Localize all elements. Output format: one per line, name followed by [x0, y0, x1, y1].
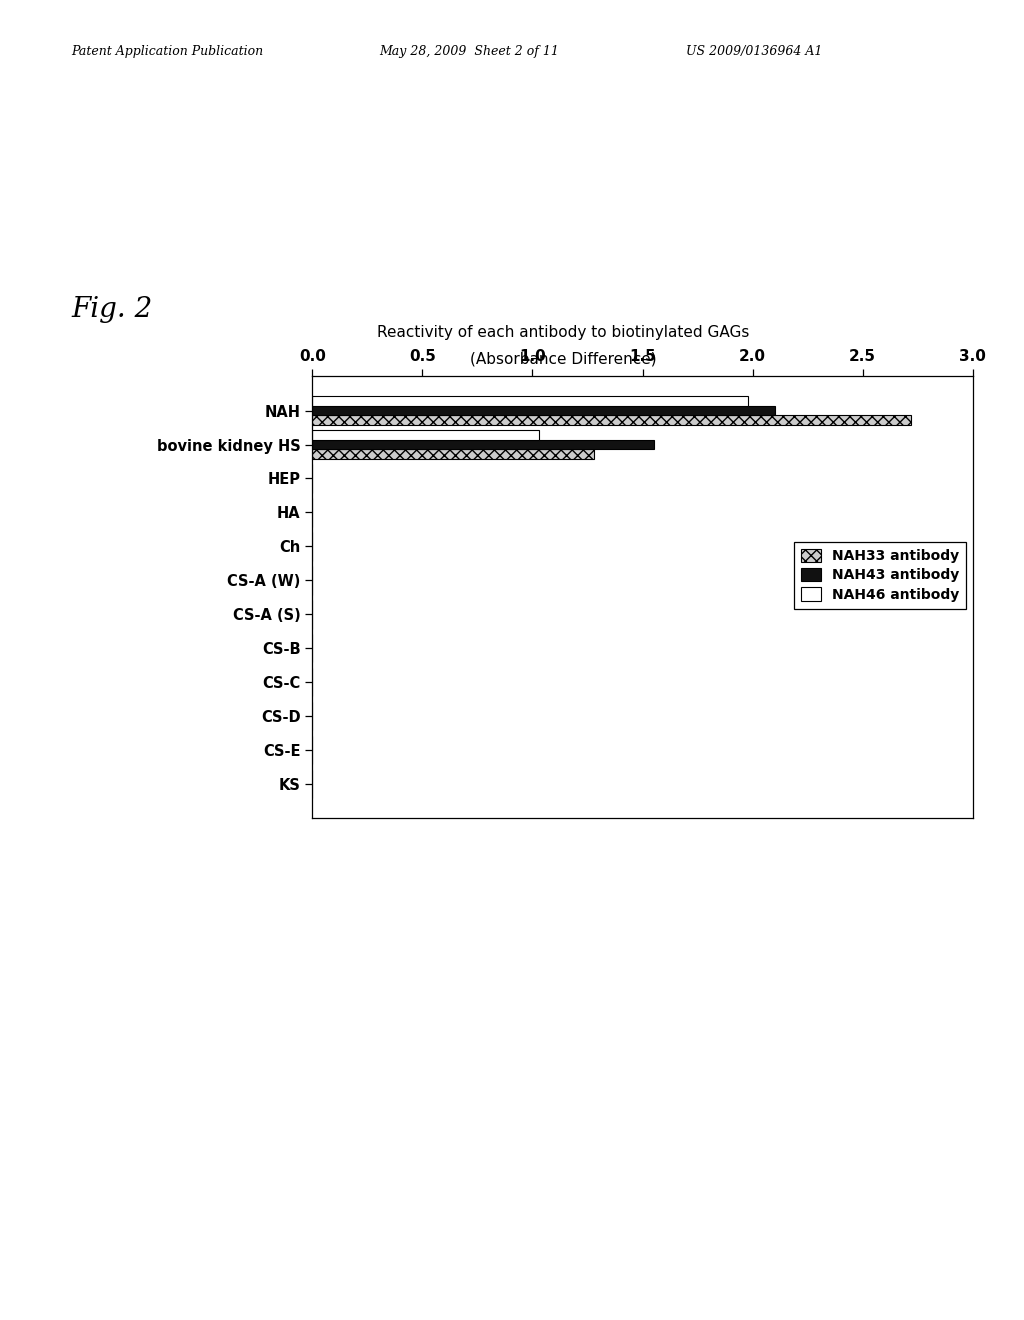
Text: Patent Application Publication: Patent Application Publication: [72, 45, 264, 58]
Bar: [312, 449, 594, 459]
Text: Fig. 2: Fig. 2: [72, 296, 153, 323]
Bar: [312, 405, 774, 416]
Text: Reactivity of each antibody to biotinylated GAGs: Reactivity of each antibody to biotinyla…: [377, 325, 750, 339]
Text: US 2009/0136964 A1: US 2009/0136964 A1: [686, 45, 822, 58]
Legend: NAH33 antibody, NAH43 antibody, NAH46 antibody: NAH33 antibody, NAH43 antibody, NAH46 an…: [795, 541, 966, 609]
Bar: [312, 416, 911, 425]
Bar: [312, 430, 539, 440]
Bar: [312, 396, 749, 405]
Bar: [312, 440, 653, 449]
Text: May 28, 2009  Sheet 2 of 11: May 28, 2009 Sheet 2 of 11: [379, 45, 559, 58]
Text: (Absorbance Difference): (Absorbance Difference): [470, 351, 656, 366]
